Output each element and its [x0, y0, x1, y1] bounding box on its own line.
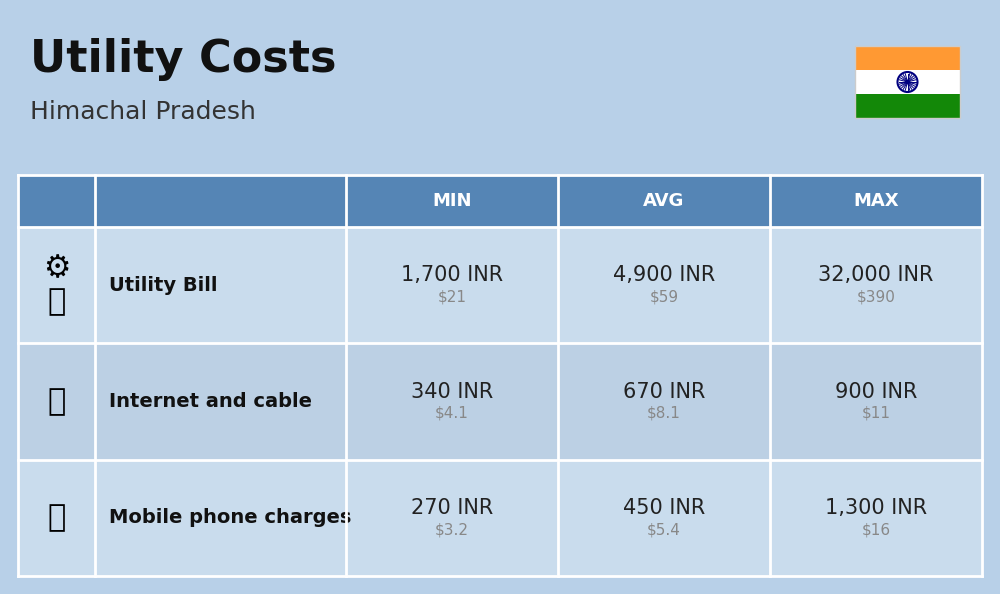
Bar: [855, 94, 960, 118]
Text: 📶: 📶: [47, 387, 66, 416]
Bar: [18, 343, 982, 460]
Text: 4,900 INR: 4,900 INR: [613, 265, 715, 285]
Text: $59: $59: [649, 290, 678, 305]
Bar: [855, 70, 960, 94]
Bar: [18, 460, 982, 576]
Text: MAX: MAX: [853, 192, 899, 210]
Text: AVG: AVG: [643, 192, 685, 210]
Text: MIN: MIN: [432, 192, 472, 210]
Text: Himachal Pradesh: Himachal Pradesh: [30, 100, 256, 124]
Bar: [855, 46, 960, 70]
Text: 900 INR: 900 INR: [835, 381, 917, 402]
Text: $16: $16: [861, 522, 891, 538]
Text: $21: $21: [437, 290, 466, 305]
Text: $3.2: $3.2: [435, 522, 469, 538]
Bar: [22, 467, 91, 568]
Bar: [346, 175, 558, 227]
Text: $8.1: $8.1: [647, 406, 681, 421]
Text: 670 INR: 670 INR: [623, 381, 705, 402]
Text: 450 INR: 450 INR: [623, 498, 705, 518]
Text: $5.4: $5.4: [647, 522, 681, 538]
Text: $11: $11: [861, 406, 890, 421]
Text: ⚙
🔋: ⚙ 🔋: [43, 254, 70, 317]
Bar: [22, 235, 91, 336]
Text: 📱: 📱: [47, 503, 66, 532]
Text: 270 INR: 270 INR: [411, 498, 493, 518]
Bar: [18, 175, 95, 227]
Circle shape: [906, 81, 909, 84]
Bar: [558, 175, 770, 227]
Bar: [22, 351, 91, 451]
Text: Utility Bill: Utility Bill: [109, 276, 218, 295]
Text: 1,700 INR: 1,700 INR: [401, 265, 503, 285]
Text: $4.1: $4.1: [435, 406, 469, 421]
Text: 1,300 INR: 1,300 INR: [825, 498, 927, 518]
Bar: [855, 46, 960, 118]
Bar: [18, 227, 982, 343]
Text: Internet and cable: Internet and cable: [109, 392, 312, 411]
Text: Utility Costs: Utility Costs: [30, 38, 336, 81]
Text: Mobile phone charges: Mobile phone charges: [109, 508, 351, 527]
Text: $390: $390: [857, 290, 895, 305]
Bar: [770, 175, 982, 227]
Bar: [95, 175, 346, 227]
Text: 340 INR: 340 INR: [411, 381, 493, 402]
Text: 32,000 INR: 32,000 INR: [818, 265, 934, 285]
